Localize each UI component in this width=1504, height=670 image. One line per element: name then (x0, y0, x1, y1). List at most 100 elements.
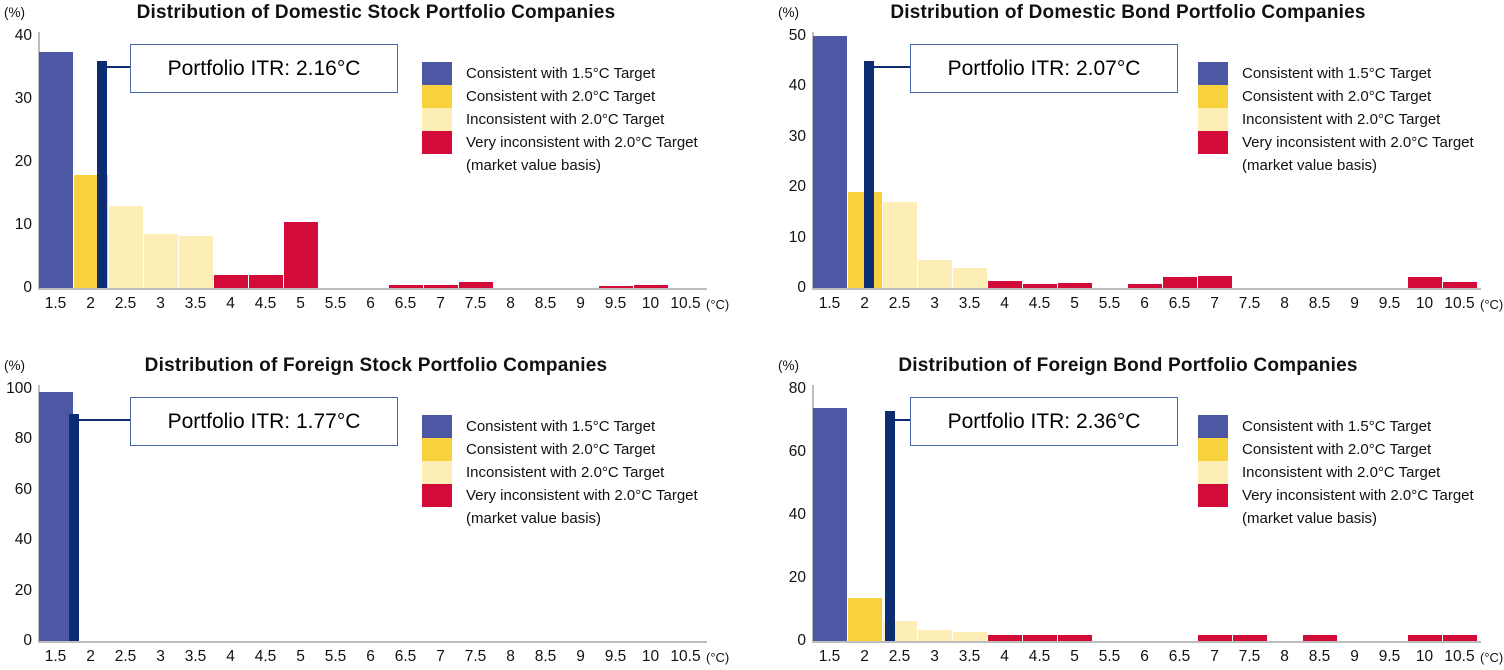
y-tick-label: 80 (788, 380, 806, 397)
x-tick-label: 10 (1415, 295, 1434, 312)
x-tick-label: 7 (436, 648, 445, 665)
bar-6.5 (388, 284, 423, 288)
y-axis-unit-label: (%) (4, 358, 25, 373)
bar-10.5 (1442, 634, 1477, 641)
x-axis-line (812, 641, 1481, 643)
x-tick-label: 5 (1070, 295, 1079, 312)
legend-swatch-icon (1198, 85, 1228, 108)
x-tick-label: 5.5 (324, 648, 347, 665)
bar-3.5 (952, 631, 987, 641)
legend-item-label: Inconsistent with 2.0°C Target (1242, 464, 1441, 481)
bar-4.5 (248, 275, 283, 288)
x-tick-label: 3.5 (958, 648, 981, 665)
legend-swatch-icon (422, 438, 452, 461)
x-axis-line (812, 288, 1481, 290)
y-axis-unit-label: (%) (4, 5, 25, 20)
x-tick-label: 4 (1000, 648, 1009, 665)
x-tick-label: 2 (86, 295, 95, 312)
x-tick-label: 8 (506, 648, 515, 665)
x-tick-label: 2 (860, 648, 869, 665)
legend-item: Consistent with 1.5°C Target (422, 62, 698, 85)
itr-label: Portfolio ITR: 2.16°C (167, 56, 361, 80)
x-tick-label: 7 (1210, 295, 1219, 312)
legend-item: Very inconsistent with 2.0°C Target (422, 131, 698, 154)
legend-item: Inconsistent with 2.0°C Target (1198, 108, 1474, 131)
itr-marker (864, 61, 875, 288)
legend-swatch-icon (422, 484, 452, 507)
x-tick-label: 2.5 (888, 295, 911, 312)
legend-swatch-spacer (422, 507, 452, 530)
x-tick-label: 7.5 (464, 648, 487, 665)
x-tick-label: 8 (506, 295, 515, 312)
x-tick-label: 7 (1210, 648, 1219, 665)
bar-4.5 (1022, 284, 1057, 288)
itr-connector-line (892, 419, 910, 421)
bar-1.5 (812, 407, 847, 641)
x-tick-label: 6.5 (1168, 648, 1191, 665)
itr-marker (884, 411, 895, 641)
plot-area: 0 10 20 30 40 50 1.5 2 2.5 3 3.5 4 4.5 5 5.5 6 6.5 7 7.5 8 8… (752, 0, 1504, 335)
x-tick-label: 3 (156, 648, 165, 665)
itr-label: Portfolio ITR: 2.07°C (947, 56, 1141, 80)
legend-item: Inconsistent with 2.0°C Target (422, 108, 698, 131)
x-tick-label: 6.5 (394, 648, 417, 665)
itr-connector-line (77, 419, 130, 421)
legend-note-row: (market value basis) (1198, 507, 1474, 530)
legend: Consistent with 1.5°C Target Consistent w… (1198, 415, 1474, 530)
legend-note: (market value basis) (466, 157, 602, 174)
legend-item-label: Inconsistent with 2.0°C Target (466, 464, 665, 481)
x-tick-label: 10.5 (670, 295, 701, 312)
legend-note: (market value basis) (1242, 510, 1378, 527)
bar-4 (987, 634, 1022, 641)
plot-area: 0 10 20 30 40 1.5 2 2.5 3 3.5 4 4.5 5 5.5 6 6.5 7 7.5 8 8.5… (0, 0, 752, 335)
bar-3 (917, 629, 952, 641)
y-tick-label: 10 (14, 216, 32, 233)
legend-item-label: Inconsistent with 2.0°C Target (1242, 111, 1441, 128)
x-tick-label: 1.5 (44, 648, 67, 665)
bar-4.5 (1022, 634, 1057, 641)
legend-item-label: Consistent with 2.0°C Target (466, 441, 656, 458)
y-tick-label: 80 (14, 430, 32, 448)
x-tick-label: 7 (436, 295, 445, 312)
x-tick-label: 5.5 (1098, 648, 1121, 665)
x-tick-label: 9.5 (604, 648, 627, 665)
x-tick-label: 2 (86, 648, 95, 665)
bar-5 (1057, 634, 1092, 641)
y-tick-label: 50 (788, 27, 806, 44)
x-axis-unit-label: (°C) (1480, 650, 1504, 665)
legend-item: Consistent with 2.0°C Target (422, 85, 698, 108)
bar-1.5 (812, 36, 847, 288)
x-tick-label: 3.5 (958, 295, 981, 312)
x-tick-label: 2.5 (888, 648, 911, 665)
bar-5 (283, 221, 318, 288)
x-tick-label: 3.5 (184, 648, 207, 665)
y-tick-label: 0 (797, 632, 806, 649)
y-tick-label: 10 (788, 228, 806, 246)
itr-label-box: Portfolio ITR: 2.16°C (130, 44, 398, 93)
x-tick-label: 8.5 (534, 648, 557, 665)
chart-title: Distribution of Domestic Stock Portfolio… (136, 2, 616, 23)
itr-marker (69, 414, 80, 641)
legend: Consistent with 1.5°C Target Consistent w… (422, 415, 698, 530)
bar-2 (847, 598, 882, 641)
legend: Consistent with 1.5°C Target Consistent w… (1198, 62, 1474, 177)
x-tick-label: 5 (296, 295, 305, 312)
legend-item: Consistent with 1.5°C Target (1198, 415, 1474, 438)
x-axis-line (38, 288, 707, 290)
legend-item-label: Consistent with 1.5°C Target (466, 65, 656, 82)
chart-title: Distribution of Domestic Bond Portfolio … (890, 2, 1366, 23)
x-tick-label: 3 (930, 295, 939, 312)
legend-item-label: Consistent with 2.0°C Target (1242, 441, 1432, 458)
x-tick-label: 9 (1350, 648, 1359, 665)
x-axis-unit-label: (°C) (706, 297, 730, 312)
y-tick-label: 20 (14, 581, 32, 599)
legend-swatch-icon (1198, 415, 1228, 438)
itr-marker (96, 61, 107, 288)
legend-item-label: Consistent with 2.0°C Target (466, 88, 656, 105)
y-tick-label: 60 (788, 443, 806, 460)
legend-swatch-icon (422, 461, 452, 484)
y-axis-unit-label: (%) (778, 358, 799, 373)
x-tick-label: 8.5 (534, 295, 557, 312)
x-tick-label: 4.5 (254, 295, 277, 312)
y-tick-label: 0 (797, 279, 806, 296)
